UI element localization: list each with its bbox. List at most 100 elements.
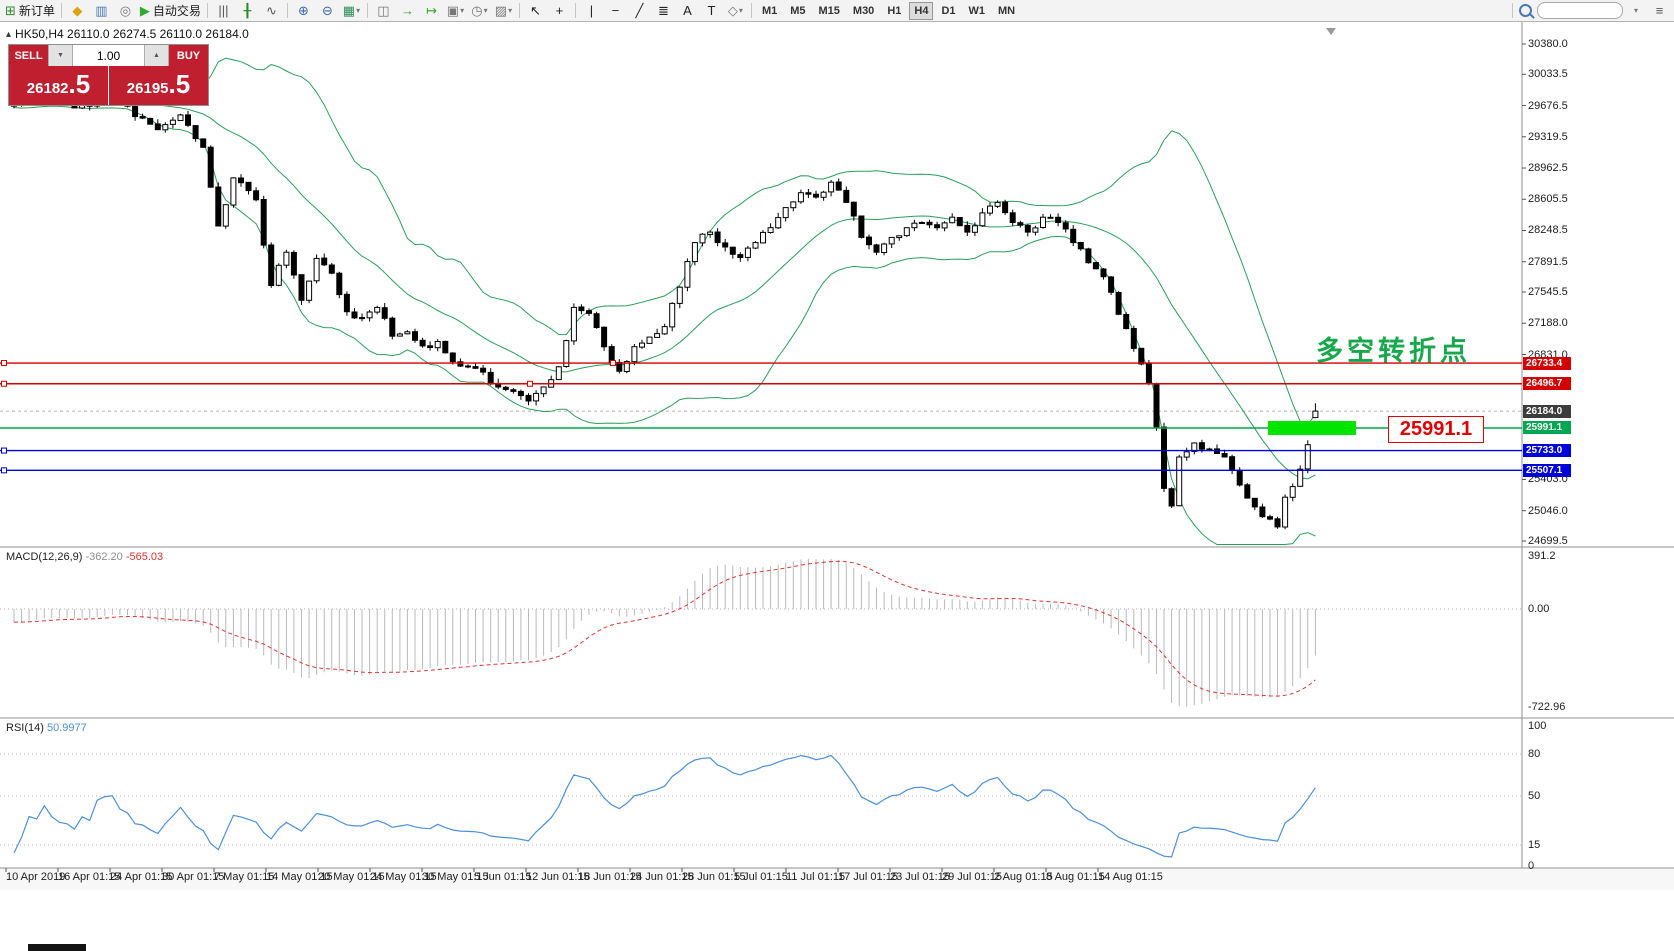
candle-down [956, 217, 963, 227]
dropdown-caret-icon: ▾ [356, 6, 361, 15]
line-chart-button[interactable]: ∿ [260, 1, 283, 20]
chart-annotation-text[interactable]: 多空转折点 [1316, 336, 1471, 366]
hline-25733.0[interactable] [0, 447, 1522, 454]
candle-down [525, 394, 532, 402]
timeframe-m5[interactable]: M5 [790, 4, 806, 17]
autotrading-button[interactable]: ▶ 自动交易 [138, 1, 203, 20]
timeframe-m15[interactable]: M15 [818, 4, 840, 17]
candle-down [729, 246, 736, 255]
candle-up [979, 212, 986, 227]
new-order-icon: ⊞ [5, 3, 16, 18]
search-dropdown-button[interactable]: ▾ [1624, 1, 1647, 20]
crosshair-button[interactable]: + [548, 1, 571, 20]
new-order-button-label: 新订单 [18, 4, 55, 18]
indicators-button[interactable]: ▦ ▾ [340, 1, 363, 20]
zoom-in-button[interactable]: ⊕ [292, 1, 315, 20]
market-watch-button[interactable]: ◆ [66, 1, 89, 20]
fibonacci-button[interactable]: ≣ [652, 1, 675, 20]
toolbar-separator [60, 3, 62, 18]
volume-input[interactable] [73, 45, 144, 66]
candlestick-chart-button[interactable]: ╂ [236, 1, 259, 20]
candle-up [434, 341, 441, 349]
trendline-button[interactable]: ╱ [628, 1, 651, 20]
periods-button[interactable]: ◷ ▾ [468, 1, 491, 20]
candle-down [1017, 222, 1024, 226]
tile-windows-button[interactable]: ◫ [372, 1, 395, 20]
line-handle[interactable] [527, 380, 533, 387]
line-handle[interactable] [1, 447, 7, 454]
zoom-out-button[interactable]: ⊖ [316, 1, 339, 20]
templates-button[interactable]: ▨ ▾ [492, 1, 515, 20]
cursor-button[interactable]: ↖ [524, 1, 547, 20]
time-axis-label: 30 Apr 01:15 [162, 871, 225, 883]
timeframe-h4[interactable]: H4 [909, 1, 934, 20]
cursor-icon: ↖ [529, 3, 541, 18]
highlight-rectangle-object[interactable] [1268, 421, 1356, 435]
hline-26496.7[interactable] [0, 380, 1522, 387]
hline-26733.4[interactable] [0, 360, 1522, 367]
new-order-button[interactable]: ⊞ 新订单 [3, 1, 57, 20]
candle-up [533, 392, 540, 402]
time-axis-label: 5 Jul 01:15 [734, 871, 788, 883]
time-axis-label: 10 Apr 2019 [6, 871, 66, 883]
candle-up [790, 201, 797, 209]
chart-shift-button[interactable]: ↦ [420, 1, 443, 20]
new-chart-button[interactable]: ▣ ▾ [444, 1, 467, 20]
spinner-up-icon: ▲ [153, 52, 160, 59]
navigator-button[interactable]: ◎ [114, 1, 137, 20]
candle-down [412, 331, 418, 341]
volume-decrease-button[interactable]: ▼ [48, 45, 73, 66]
hline-25507.1[interactable] [0, 467, 1522, 474]
symbol-search-input[interactable] [1537, 2, 1623, 19]
auto-scroll-button[interactable]: → [396, 1, 419, 20]
buy-price-box[interactable]: 26195 .5 [109, 66, 208, 105]
time-axis-label: 29 Jul 01:15 [942, 871, 1002, 883]
rsi-indicator-label: RSI(14) 50.9977 [6, 722, 87, 734]
time-axis-label: 17 Jul 01:15 [838, 871, 898, 883]
timeframe-d1[interactable]: D1 [941, 4, 956, 17]
time-axis-label: 18 Jun 01:15 [578, 871, 642, 883]
text-label-button[interactable]: T [700, 1, 723, 20]
candle-down [858, 215, 865, 238]
time-axis-label: 14 May 01:15 [266, 871, 333, 883]
vertical-line-button[interactable]: | [580, 1, 603, 20]
navigator-icon: ◎ [119, 3, 132, 18]
sell-price-box[interactable]: 26182 .5 [9, 66, 108, 105]
indicators-icon: ▦ [342, 3, 356, 18]
toolbar-menu-button[interactable]: ≡ [1648, 1, 1671, 20]
timeframe-mn[interactable]: MN [998, 4, 1016, 17]
line-handle[interactable] [1, 360, 7, 367]
horizontal-line-button[interactable]: − [604, 1, 627, 20]
rsi-axis-label: 80 [1528, 748, 1541, 760]
chart-shift-marker-icon[interactable] [1326, 28, 1336, 35]
bar-chart-button[interactable]: ||| [212, 1, 235, 20]
bottom-strip [28, 944, 86, 951]
timeframe-m30[interactable]: M30 [852, 4, 875, 17]
candle-down [1244, 484, 1251, 499]
shapes-button[interactable]: ◇ ▾ [724, 1, 747, 20]
candle-down [1002, 201, 1009, 214]
candle-up [987, 205, 993, 214]
buy-button[interactable]: BUY [169, 45, 208, 66]
candle-down [835, 181, 842, 191]
candle-down [1161, 426, 1167, 489]
timeframe-w1[interactable]: W1 [968, 4, 986, 17]
timeframe-m1[interactable]: M1 [761, 4, 778, 17]
candle-up [752, 242, 759, 249]
candle-down [147, 117, 154, 125]
timeframe-h1[interactable]: H1 [887, 4, 902, 17]
toolbar-separator [286, 3, 288, 18]
data-window-button[interactable]: ▥ [90, 1, 113, 20]
text-button[interactable]: A [676, 1, 699, 20]
volume-increase-button[interactable]: ▲ [144, 45, 169, 66]
rsi-value: 50.9977 [46, 722, 87, 734]
candle-down [1070, 228, 1077, 244]
candle-down [192, 125, 199, 140]
candle-up [941, 222, 948, 229]
price-callout-box[interactable]: 25991.1 [1388, 416, 1484, 443]
collapse-arrow-icon[interactable]: ▴ [6, 28, 12, 40]
line-handle[interactable] [610, 360, 616, 367]
line-handle[interactable] [1, 467, 7, 474]
sell-button[interactable]: SELL [9, 45, 48, 66]
line-handle[interactable] [1, 380, 7, 387]
